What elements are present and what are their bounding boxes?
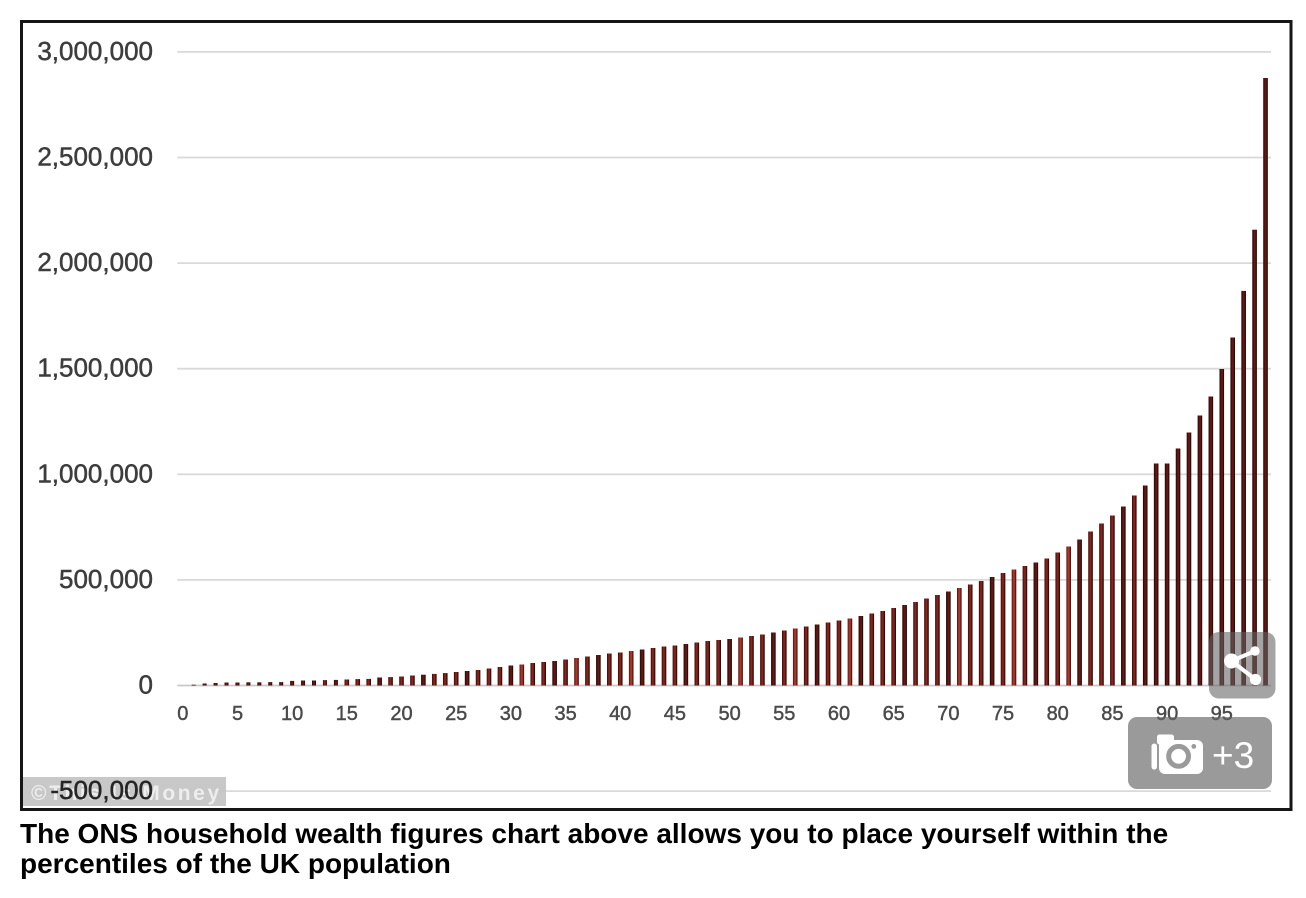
svg-text:15: 15: [336, 703, 358, 725]
svg-text:©This Is Money: ©This Is Money: [31, 782, 222, 805]
svg-text:1,500,000: 1,500,000: [37, 353, 153, 383]
svg-text:25: 25: [445, 703, 467, 725]
svg-text:40: 40: [609, 703, 631, 725]
svg-text:80: 80: [1047, 703, 1069, 725]
svg-text:50: 50: [718, 703, 740, 725]
svg-text:2,500,000: 2,500,000: [37, 142, 153, 172]
svg-text:55: 55: [773, 703, 795, 725]
svg-text:45: 45: [664, 703, 686, 725]
svg-text:60: 60: [828, 703, 850, 725]
svg-text:-500,000: -500,000: [50, 775, 153, 805]
svg-text:0: 0: [139, 670, 153, 700]
svg-text:85: 85: [1101, 703, 1123, 725]
svg-text:30: 30: [500, 703, 522, 725]
svg-text:5: 5: [232, 703, 243, 725]
svg-text:75: 75: [992, 703, 1014, 725]
svg-text:1,000,000: 1,000,000: [37, 458, 153, 488]
svg-text:+3: +3: [1212, 735, 1254, 776]
svg-text:65: 65: [883, 703, 905, 725]
svg-text:20: 20: [390, 703, 412, 725]
svg-text:2,000,000: 2,000,000: [37, 247, 153, 277]
svg-text:35: 35: [554, 703, 576, 725]
svg-text:70: 70: [937, 703, 959, 725]
svg-text:10: 10: [281, 703, 303, 725]
svg-text:0: 0: [177, 703, 188, 725]
svg-text:3,000,000: 3,000,000: [37, 36, 153, 66]
svg-text:500,000: 500,000: [59, 564, 153, 594]
